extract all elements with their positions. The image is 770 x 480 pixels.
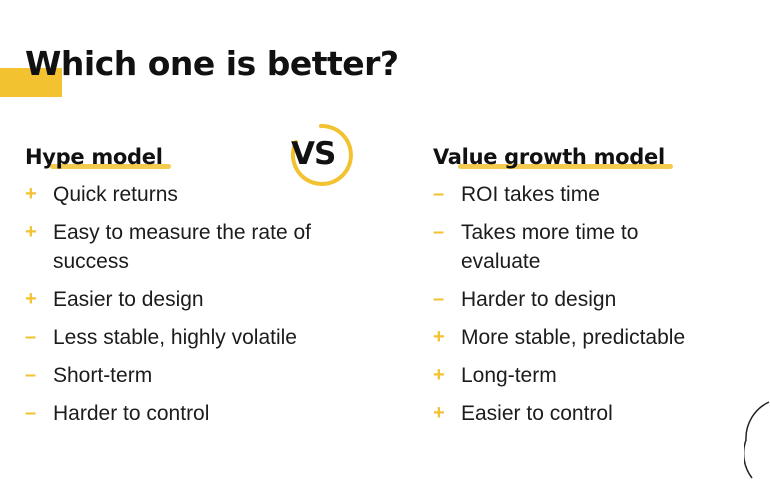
- value-growth-model-column: Value growth model – ROI takes time – Take…: [433, 140, 763, 437]
- list-item: + Easier to control: [433, 399, 763, 428]
- pros-cons-list: + Quick returns + Easy to measure the rate…: [25, 180, 395, 428]
- item-text: ROI takes time: [461, 183, 600, 206]
- item-text: Harder to control: [53, 402, 210, 425]
- list-item: + Easier to design: [25, 285, 395, 314]
- plus-icon: +: [433, 364, 445, 386]
- decorative-circle: [744, 401, 770, 479]
- plus-icon: +: [25, 183, 37, 205]
- list-item: – ROI takes time: [433, 180, 763, 209]
- list-item: – Takes more time to evaluate: [433, 218, 691, 276]
- minus-icon: –: [433, 221, 445, 243]
- pros-cons-list: – ROI takes time – Takes more time to eval…: [433, 180, 763, 428]
- list-item: + Easy to measure the rate of success: [25, 218, 353, 276]
- item-text: Quick returns: [53, 183, 178, 206]
- item-text: Harder to design: [461, 288, 617, 311]
- column-heading: Value growth model: [433, 140, 673, 174]
- item-text: More stable, predictable: [461, 326, 686, 349]
- list-item: – Short-term: [25, 361, 395, 390]
- plus-icon: +: [25, 288, 37, 310]
- minus-icon: –: [433, 183, 445, 205]
- list-item: + Long-term: [433, 361, 763, 390]
- plus-icon: +: [433, 402, 445, 424]
- minus-icon: –: [25, 402, 37, 424]
- item-text: Less stable, highly volatile: [53, 326, 297, 349]
- minus-icon: –: [25, 326, 37, 348]
- item-text: Short-term: [53, 364, 153, 387]
- heading-text: Value growth model: [433, 145, 665, 169]
- list-item: – Harder to control: [25, 399, 395, 428]
- hype-model-column: Hype model + Quick returns + Easy to measu…: [25, 140, 395, 437]
- vs-label: VS: [291, 136, 336, 172]
- item-text: Takes more time to evaluate: [461, 221, 639, 273]
- slide-title: Which one is better?: [25, 44, 399, 83]
- heading-text: Hype model: [25, 145, 163, 169]
- list-item: + Quick returns: [25, 180, 395, 209]
- minus-icon: –: [25, 364, 37, 386]
- item-text: Easier to control: [461, 402, 613, 425]
- item-text: Long-term: [461, 364, 557, 387]
- item-text: Easy to measure the rate of success: [53, 221, 311, 273]
- plus-icon: +: [25, 221, 37, 243]
- item-text: Easier to design: [53, 288, 204, 311]
- vs-circle-icon: [290, 123, 353, 186]
- list-item: – Less stable, highly volatile: [25, 323, 395, 352]
- minus-icon: –: [433, 288, 445, 310]
- column-heading: Hype model: [25, 140, 171, 174]
- title-highlight-bar: [0, 68, 62, 97]
- list-item: – Harder to design: [433, 285, 763, 314]
- list-item: + More stable, predictable: [433, 323, 763, 352]
- plus-icon: +: [433, 326, 445, 348]
